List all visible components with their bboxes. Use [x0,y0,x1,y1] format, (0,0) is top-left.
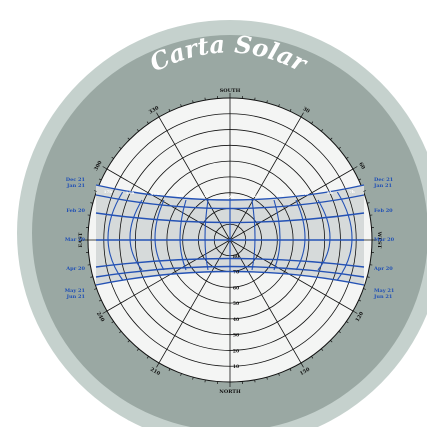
direction-label-north: NORTH [219,389,241,395]
hour-label: 17h [104,189,113,194]
date-label-right: Jan 21 [373,183,392,189]
altitude-label: 10 [233,364,239,370]
hour-label: 9h [302,191,308,196]
altitude-label: 50 [233,301,239,307]
hour-label: 8h [327,190,333,195]
date-label-right: Feb 20 [374,208,393,214]
hour-label: 11h [251,193,260,198]
hour-label: 14h [176,192,185,197]
hour-label: 12h [226,194,235,199]
date-label-left: Jan 21 [66,183,85,189]
hour-label: 13h [201,193,210,198]
hour-label: 7h [349,189,355,194]
hour-label: 16h [126,190,135,195]
date-label-left: Feb 20 [66,208,85,214]
altitude-label: 40 [233,317,239,323]
date-label-left: Mar 20 [65,237,86,243]
date-label-right: Apr 20 [373,266,393,272]
date-label-right: Mar 20 [374,237,395,243]
altitude-label: 80 [233,254,239,260]
altitude-label: 20 [233,348,239,354]
altitude-label: 60 [233,285,239,291]
altitude-label: 70 [233,270,239,276]
hour-label: 10h [276,192,285,197]
direction-label-south: SOUTH [220,88,241,94]
altitude-label: 30 [233,333,239,339]
hour-label: 15h [151,191,160,196]
date-label-right: Jun 21 [373,294,392,300]
date-label-left: Apr 20 [65,266,85,272]
date-label-left: Jun 21 [66,294,85,300]
